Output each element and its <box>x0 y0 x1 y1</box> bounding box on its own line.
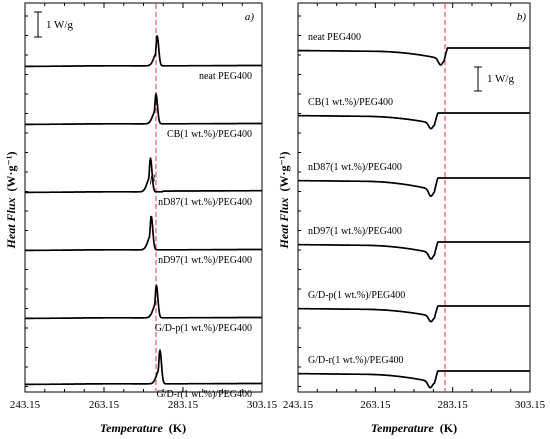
panel-b-x-ticks: 243.15 263.15 283.15 303.15 <box>283 3 546 411</box>
panel-b-x-tick-label: 283.15 <box>438 399 469 411</box>
panel-a-series-label: nD97(1 wt.%)/PEG400 <box>158 255 252 266</box>
panel-b-x-axis-unit: (K) <box>440 421 457 435</box>
panel-b-label: b) <box>517 11 527 23</box>
panel-a-label: a) <box>245 11 255 23</box>
panel-b-scale-bar-label: 1 W/g <box>487 73 514 85</box>
panel-b: b) 1 W/g neat PEG400 CB(1 wt.%)/PEG400 nD8… <box>277 2 546 435</box>
panel-a-y-axis-unit: (W·g⁻¹) <box>4 152 18 192</box>
panel-b-x-tick-label: 243.15 <box>283 399 314 411</box>
panel-a-beta-annotation: β <box>149 174 155 185</box>
panel-a-traces <box>25 35 262 386</box>
panel-a-series-label: G/D-r(1 wt.%)/PEG400 <box>156 389 252 400</box>
panel-b-x-axis-label: Temperature (K) <box>371 421 457 435</box>
panel-a-series-label: neat PEG400 <box>199 71 252 82</box>
panel-b-series-line <box>298 370 530 389</box>
panel-b-series-line <box>298 241 530 260</box>
panel-b-series-label: nD87(1 wt.%)/PEG400 <box>308 162 402 173</box>
panel-a-x-ticks: 243.15 263.15 283.15 303.15 <box>10 3 278 411</box>
panel-a-x-tick-label: 263.15 <box>89 399 120 411</box>
panel-b-y-axis-title: Heat Flux <box>277 197 291 249</box>
panel-b-series-line <box>298 177 530 198</box>
panel-b-traces <box>298 47 530 389</box>
panel-b-series-label: G/D-r(1 wt.%)/PEG400 <box>308 355 404 366</box>
panel-a-series-labels: neat PEG400 CB(1 wt.%)/PEG400 nD87(1 wt.%)… <box>155 71 252 400</box>
panel-b-x-axis-title: Temperature <box>371 421 435 435</box>
panel-a-scale-bar-label: 1 W/g <box>46 19 73 31</box>
panel-a-series-line <box>25 215 262 252</box>
panel-a: a) 1 W/g neat PEG400 CB(1 wt.%)/PEG400 nD8… <box>4 2 278 435</box>
panel-b-series-line <box>298 305 530 323</box>
panel-a-y-axis-label: Heat Flux (W·g⁻¹) <box>4 152 18 250</box>
panel-a-x-axis-label: Temperature (K) <box>100 421 186 435</box>
panel-a-series-line <box>25 35 262 68</box>
panel-b-x-tick-label: 303.15 <box>515 399 546 411</box>
panel-a-y-axis-title: Heat Flux <box>4 197 18 249</box>
panel-a-series-label: G/D-p(1 wt.%)/PEG400 <box>155 323 252 334</box>
panel-b-series-line <box>298 112 530 130</box>
panel-b-y-axis-label: Heat Flux (W·g⁻¹) <box>277 152 291 250</box>
panel-a-series-label: CB(1 wt.%)/PEG400 <box>167 129 252 140</box>
panel-a-series-line <box>25 157 262 194</box>
panel-b-frame <box>297 2 531 393</box>
panel-a-x-axis-title: Temperature <box>100 421 164 435</box>
panel-b-series-label: G/D-p(1 wt.%)/PEG400 <box>308 290 405 301</box>
panel-b-series-labels: neat PEG400 CB(1 wt.%)/PEG400 nD87(1 wt.%)… <box>308 32 405 366</box>
panel-a-scale-bar: 1 W/g <box>34 11 73 38</box>
panel-b-x-tick-label: 263.15 <box>360 399 391 411</box>
panel-a-x-tick-label: 243.15 <box>10 399 41 411</box>
panel-b-series-label: neat PEG400 <box>308 32 361 43</box>
panel-b-series-label: nD97(1 wt.%)/PEG400 <box>308 226 402 237</box>
panel-a-x-tick-label: 303.15 <box>247 399 278 411</box>
panel-b-series-label: CB(1 wt.%)/PEG400 <box>308 97 393 108</box>
panel-b-scale-bar: 1 W/g <box>474 66 514 92</box>
panel-a-series-line <box>25 93 262 126</box>
panel-a-x-axis-unit: (K) <box>169 421 186 435</box>
panel-a-series-label: nD87(1 wt.%)/PEG400 <box>158 197 252 208</box>
panel-a-series-line <box>25 284 262 320</box>
panel-b-y-axis-unit: (W·g⁻¹) <box>277 152 291 192</box>
panel-a-series-line <box>25 349 262 386</box>
panel-b-series-line <box>298 47 530 66</box>
panel-a-x-tick-label: 283.15 <box>168 399 199 411</box>
